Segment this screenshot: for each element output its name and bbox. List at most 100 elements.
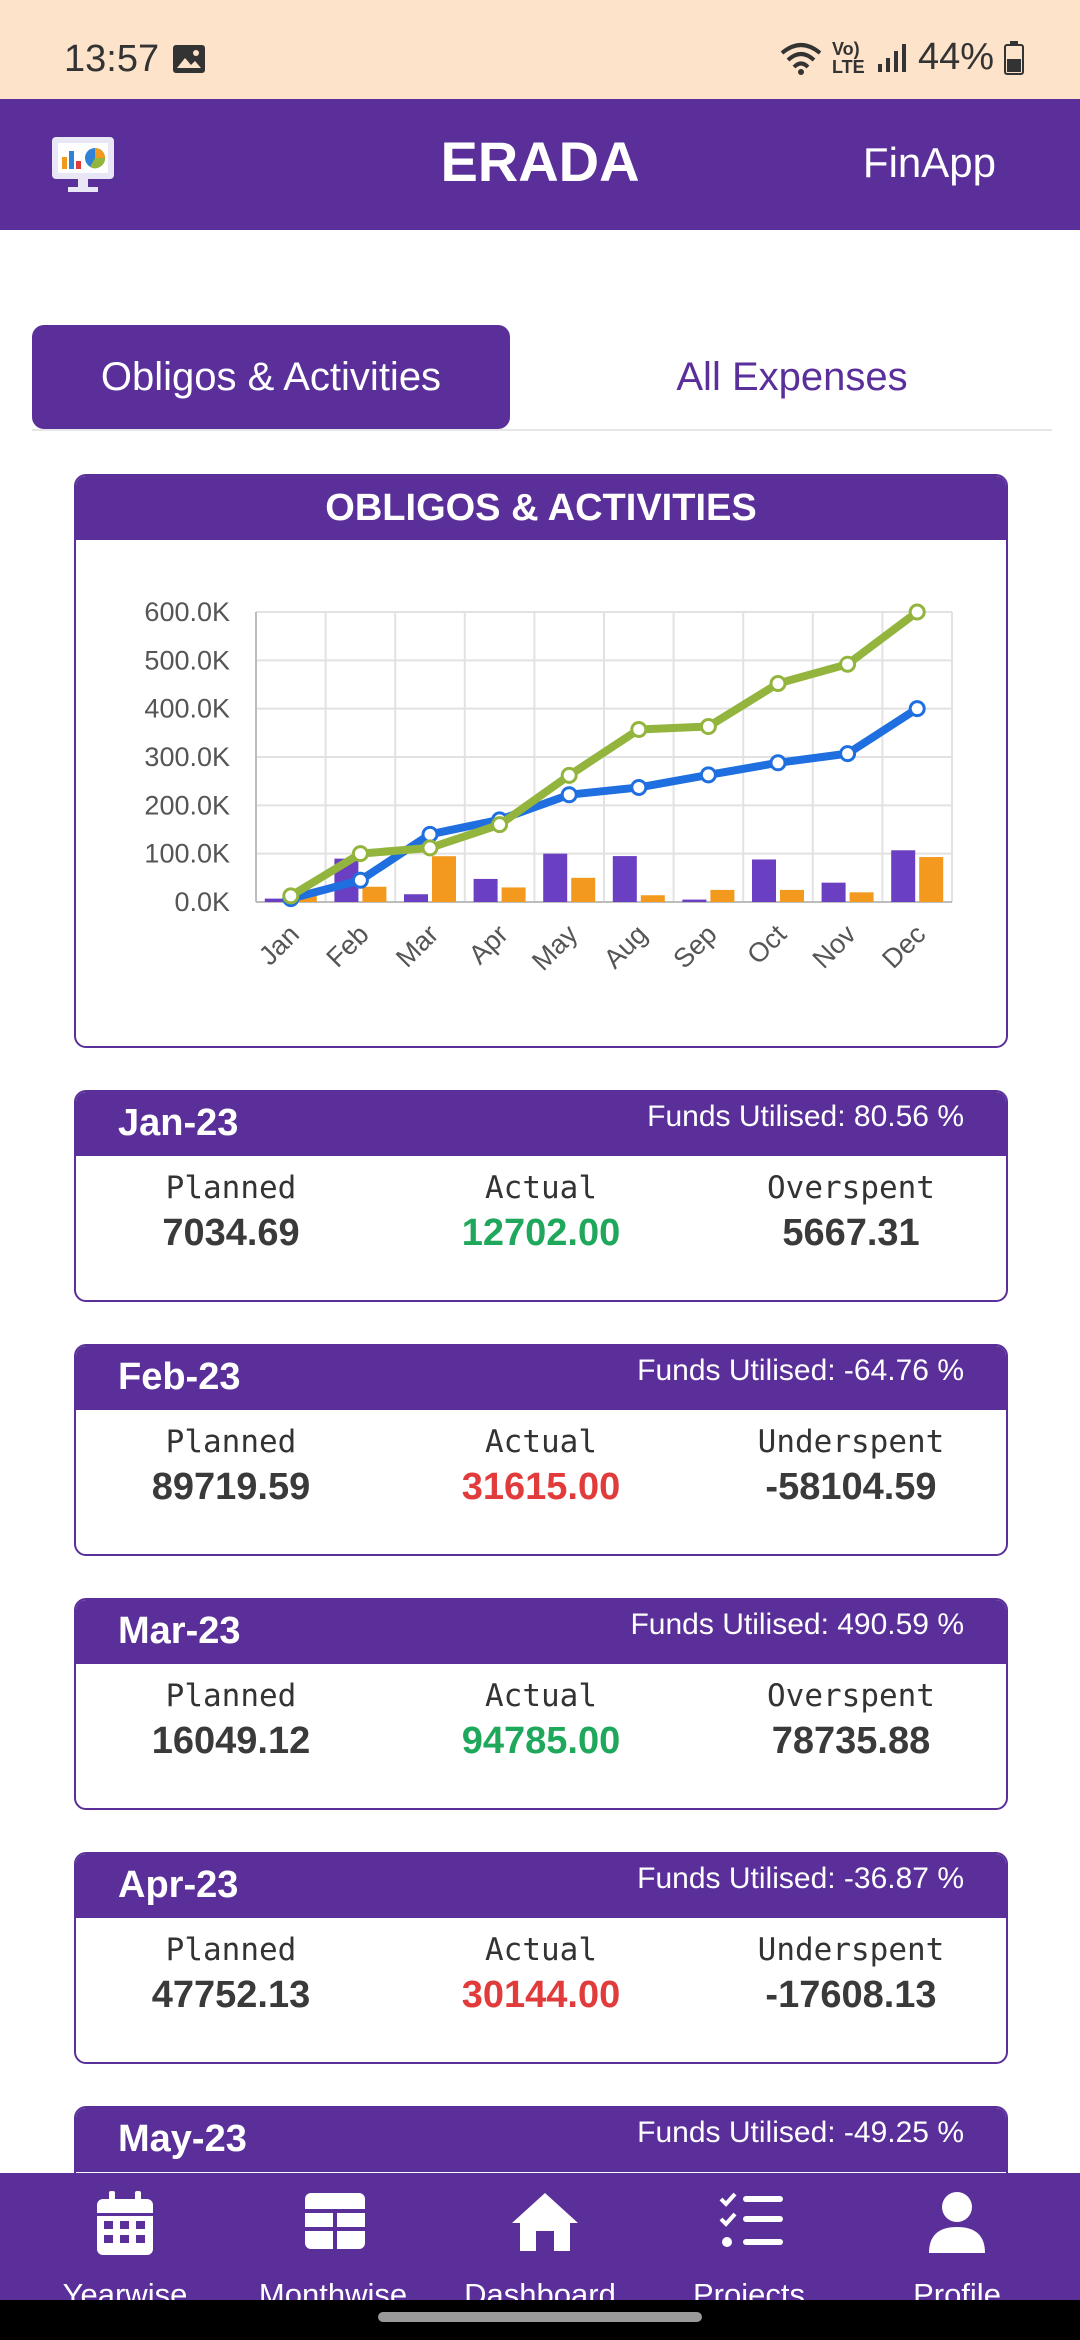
chart-card-title: OBLIGOS & ACTIVITIES — [76, 476, 1006, 540]
month-name: Mar-23 — [118, 1610, 241, 1652]
chart-point — [491, 816, 509, 834]
header-right-label[interactable]: FinApp — [862, 139, 996, 186]
chart-line — [288, 608, 920, 900]
actual-label: Actual — [485, 1170, 597, 1206]
actual-column: Actual 31615.00 — [386, 1410, 696, 1554]
grid-icon — [305, 2193, 365, 2249]
y-tick-label: 300.0K — [144, 742, 230, 772]
battery-percent: 44% — [917, 36, 994, 78]
chart-bar — [919, 857, 944, 902]
chart-bar — [821, 882, 846, 902]
chart-card: OBLIGOS & ACTIVITIES 0.0K 100.0K 200.0K 300… — [74, 474, 1008, 1048]
planned-label: Planned — [165, 1678, 297, 1714]
chart-point — [769, 754, 787, 772]
month-card-values: Planned 89719.59 Actual 31615.00 Undersp… — [76, 1410, 1006, 1554]
difference-value: -58104.59 — [765, 1466, 937, 1508]
actual-label: Actual — [485, 1932, 597, 1968]
x-tick-label: May — [526, 919, 584, 977]
funds-utilised: Funds Utilised: -36.87 % — [637, 1862, 964, 1895]
actual-column: Actual 30144.00 — [386, 1918, 696, 2062]
chart-point — [351, 871, 369, 889]
user-icon — [929, 2192, 985, 2253]
funds-utilised: Funds Utilised: 490.59 % — [630, 1608, 964, 1641]
chart-point — [282, 887, 300, 905]
actual-label: Actual — [485, 1424, 597, 1460]
chart-bar — [710, 889, 735, 902]
month-card-header: May-23 Funds Utilised: -49.25 % — [76, 2108, 1006, 2172]
difference-value: 5667.31 — [782, 1212, 920, 1254]
chart-bar — [612, 856, 637, 902]
month-card[interactable]: Mar-23 Funds Utilised: 490.59 % Planned … — [74, 1598, 1008, 1810]
chart-point — [630, 778, 648, 796]
difference-column: Overspent 78735.88 — [696, 1664, 1006, 1808]
actual-value: 31615.00 — [461, 1466, 621, 1508]
difference-column: Overspent 5667.31 — [696, 1156, 1006, 1300]
chart-bar — [362, 886, 387, 902]
tab-obligos-activities[interactable]: Obligos & Activities — [32, 325, 510, 429]
y-tick-label: 400.0K — [144, 694, 230, 724]
chart-bar — [571, 877, 596, 902]
y-tick-label: 500.0K — [144, 645, 230, 675]
tab-bar: Obligos & Activities All Expenses — [32, 325, 1052, 431]
planned-value: 89719.59 — [151, 1466, 311, 1508]
x-tick-label: Jan — [253, 919, 305, 971]
planned-value: 16049.12 — [151, 1720, 311, 1762]
app-title: ERADA — [440, 130, 640, 193]
actual-value: 12702.00 — [461, 1212, 621, 1254]
chart-bar — [780, 889, 804, 902]
planned-column: Planned 7034.69 — [76, 1156, 386, 1300]
planned-column: Planned 16049.12 — [76, 1664, 386, 1808]
signal-icon — [877, 43, 906, 72]
status-time: 13:57 — [64, 38, 160, 80]
wifi-icon — [780, 42, 822, 75]
battery-icon — [1004, 40, 1024, 75]
difference-label: Overspent — [767, 1170, 935, 1206]
network-label: Vo) LTE — [831, 38, 865, 77]
obligos-chart: 0.0K 100.0K 200.0K 300.0K 400.0K 500.0K 600.0K… — [144, 597, 953, 977]
chart-bar — [849, 892, 874, 902]
planned-label: Planned — [165, 1424, 297, 1460]
y-tick-label: 600.0K — [144, 597, 230, 627]
chart-bar — [682, 899, 707, 902]
chart-point — [560, 786, 578, 804]
chart-point — [560, 766, 578, 784]
chart-line — [289, 705, 920, 903]
x-tick-label: Dec — [876, 919, 931, 974]
actual-column: Actual 94785.00 — [386, 1664, 696, 1808]
month-name: Jan-23 — [118, 1102, 239, 1144]
month-card[interactable]: Jan-23 Funds Utilised: 80.56 % Planned 7… — [74, 1090, 1008, 1302]
month-name: Feb-23 — [118, 1356, 241, 1398]
calendar-icon — [97, 2191, 153, 2255]
difference-value: 78735.88 — [771, 1720, 931, 1762]
month-card-values: Planned 7034.69 Actual 12702.00 Overspen… — [76, 1156, 1006, 1300]
x-tick-label: Oct — [741, 919, 792, 970]
chart-point — [421, 825, 439, 843]
month-card-header: Feb-23 Funds Utilised: -64.76 % — [76, 1346, 1006, 1410]
difference-column: Underspent -17608.13 — [696, 1918, 1006, 2062]
chart-bar — [891, 850, 916, 902]
month-name: May-23 — [118, 2118, 247, 2160]
month-card-values: Planned 47752.13 Actual 30144.00 Undersp… — [76, 1918, 1006, 2062]
month-card[interactable]: Apr-23 Funds Utilised: -36.87 % Planned … — [74, 1852, 1008, 2064]
difference-label: Underspent — [757, 1424, 945, 1460]
app-logo-icon[interactable] — [50, 135, 116, 195]
month-card-header: Mar-23 Funds Utilised: 490.59 % — [76, 1600, 1006, 1664]
nav-profile[interactable]: Profile — [849, 2173, 1065, 2340]
chart-point — [421, 839, 439, 857]
x-tick-label: Nov — [807, 919, 863, 975]
actual-label: Actual — [485, 1678, 597, 1714]
y-tick-label: 200.0K — [144, 790, 230, 820]
planned-value: 47752.13 — [151, 1974, 311, 2016]
tab-all-expenses[interactable]: All Expenses — [676, 354, 908, 399]
chart-bar — [640, 895, 665, 902]
x-tick-label: Feb — [321, 919, 375, 973]
difference-column: Underspent -58104.59 — [696, 1410, 1006, 1554]
checklist-icon — [719, 2192, 783, 2247]
home-icon — [512, 2193, 578, 2251]
x-tick-label: Apr — [463, 919, 514, 970]
funds-utilised: Funds Utilised: -49.25 % — [637, 2116, 964, 2149]
month-card[interactable]: Feb-23 Funds Utilised: -64.76 % Planned … — [74, 1344, 1008, 1556]
home-gesture-handle[interactable] — [378, 2312, 702, 2322]
actual-value: 94785.00 — [461, 1720, 621, 1762]
